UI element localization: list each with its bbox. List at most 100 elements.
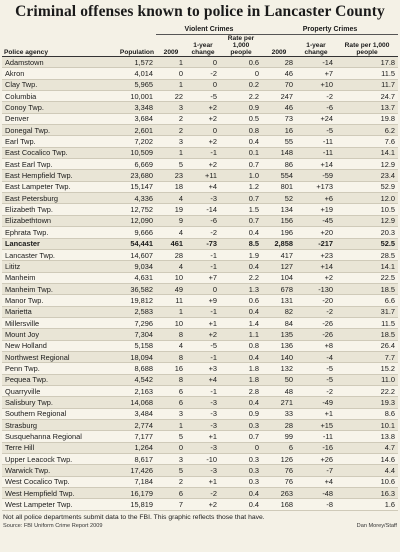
- property-change-cell: -5: [296, 124, 336, 137]
- property-change-cell: -45: [296, 215, 336, 228]
- violent-2009-cell: 22: [156, 90, 186, 103]
- property-rate-cell: 11.7: [336, 79, 398, 92]
- property-change-cell: -20: [296, 294, 336, 307]
- property-change-cell: +20: [296, 226, 336, 239]
- table-row: Ephrata Twp. 9,666 4 -2 0.4 196 +20 20.3: [2, 226, 398, 239]
- agency-cell: Ephrata Twp.: [2, 226, 110, 239]
- violent-2009-cell: 5: [156, 430, 186, 443]
- property-2009-cell: 131: [262, 294, 296, 307]
- violent-2009-cell: 8: [156, 328, 186, 341]
- source-line: Source: FBI Uniform Crime Report 2009: [3, 522, 103, 529]
- property-rate-cell: 26.4: [336, 340, 398, 352]
- table-row: New Holland 5,158 4 -5 0.8 136 +8 26.4: [2, 340, 398, 352]
- property-rate-cell: 8.6: [336, 408, 398, 421]
- population-cell: 1,572: [110, 56, 156, 69]
- table-row: Conoy Twp. 3,348 3 +2 0.9 46 -6 13.7: [2, 101, 398, 114]
- violent-rate-cell: 0.6: [220, 294, 262, 307]
- table-row: West Cocalico Twp. 7,184 2 +1 0.3 76 +4 10.6: [2, 476, 398, 489]
- table-row: East Lampeter Twp. 15,147 18 +4 1.2 801 +173 52…: [2, 181, 398, 194]
- property-2009-cell: 46: [262, 67, 296, 80]
- property-change-cell: -11: [296, 147, 336, 160]
- property-rate-cell: 17.8: [336, 56, 398, 69]
- violent-rate-cell: 0.7: [220, 158, 262, 171]
- violent-2009-cell: 6: [156, 396, 186, 409]
- property-change-cell: -14: [296, 56, 336, 69]
- population-cell: 15,819: [110, 498, 156, 511]
- violent-2009-cell: 2: [156, 476, 186, 489]
- violent-change-cell: +2: [186, 113, 220, 126]
- table-row: Strasburg 2,774 1 -3 0.3 28 +15 10.1: [2, 419, 398, 432]
- table-row: Susquehanna Regional 7,177 5 +1 0.7 99 -11 13.8: [2, 430, 398, 443]
- table-row: Elizabethtown 12,090 9 -6 0.7 156 -45 12.9: [2, 215, 398, 228]
- violent-change-cell: -3: [186, 408, 220, 421]
- property-change-cell: +14: [296, 158, 336, 171]
- population-cell: 18,094: [110, 351, 156, 364]
- table-row: West Hempfield Twp. 16,179 6 -2 0.4 263 -48 16.…: [2, 487, 398, 500]
- property-2009-cell: 127: [262, 260, 296, 273]
- population-cell: 4,542: [110, 374, 156, 386]
- table-row: Millersville 7,296 10 +1 1.4 84 -26 11.5: [2, 317, 398, 330]
- violent-change-cell: -6: [186, 215, 220, 228]
- property-2009-cell: 86: [262, 158, 296, 171]
- agency-cell: Akron: [2, 67, 110, 80]
- agency-cell: East Cocalico Twp.: [2, 147, 110, 160]
- violent-rate-header: Rate per 1,000 people: [220, 34, 262, 57]
- population-cell: 8,688: [110, 362, 156, 375]
- table-body: Adamstown 1,572 1 0 0.6 28 -14 17.8 Akron 4,014 0-…: [2, 56, 398, 511]
- violent-change-cell: +7: [186, 272, 220, 284]
- property-change-cell: +173: [296, 181, 336, 194]
- violent-2009-cell: 0: [156, 442, 186, 455]
- property-change-cell: +4: [296, 476, 336, 489]
- violent-2009-cell: 5: [156, 464, 186, 477]
- violent-change-cell: -1: [186, 306, 220, 318]
- population-cell: 2,583: [110, 306, 156, 318]
- table-row: Salisbury Twp. 14,068 6 -3 0.4 271 -49 19.3: [2, 396, 398, 409]
- violent-change-cell: -10: [186, 453, 220, 466]
- agency-header: Police agency: [2, 34, 110, 57]
- violent-change-cell: +1: [186, 317, 220, 330]
- agency-cell: Warwick Twp.: [2, 464, 110, 477]
- violent-2009-cell: 9: [156, 215, 186, 228]
- violent-2009-cell: 6: [156, 385, 186, 398]
- violent-2009-cell: 7: [156, 498, 186, 511]
- population-cell: 10,509: [110, 147, 156, 160]
- agency-cell: Conoy Twp.: [2, 101, 110, 114]
- agency-cell: Pequea Twp.: [2, 374, 110, 386]
- crime-table: Violent Crimes Property Crimes Police ag…: [2, 24, 398, 511]
- property-2009-cell: 28: [262, 419, 296, 432]
- property-2009-cell: 417: [262, 249, 296, 262]
- violent-rate-cell: 0.9: [220, 101, 262, 114]
- property-2009-cell: 6: [262, 442, 296, 455]
- property-2009-cell: 148: [262, 147, 296, 160]
- table-row: East Petersburg 4,336 4 -3 0.7 52 +6 12.0: [2, 192, 398, 205]
- agency-cell: Earl Twp.: [2, 135, 110, 148]
- violent-rate-cell: 0.7: [220, 430, 262, 443]
- violent-rate-cell: 0.7: [220, 215, 262, 228]
- table-row: Marietta 2,583 1 -1 0.4 82 -2 31.7: [2, 306, 398, 318]
- violent-2009-cell: 19: [156, 203, 186, 216]
- property-2009-cell: 554: [262, 169, 296, 182]
- property-change-cell: -59: [296, 169, 336, 182]
- violent-2009-cell: 1: [156, 147, 186, 160]
- violent-change-cell: 0: [186, 79, 220, 92]
- violent-rate-cell: 0.4: [220, 260, 262, 273]
- violent-rate-cell: 0.4: [220, 306, 262, 318]
- property-2009-cell: 168: [262, 498, 296, 511]
- violent-rate-cell: 1.8: [220, 362, 262, 375]
- agency-cell: Lititz: [2, 260, 110, 273]
- table-row: East Earl Twp. 6,669 5 +2 0.7 86 +14 12.9: [2, 158, 398, 171]
- population-cell: 4,631: [110, 272, 156, 284]
- agency-cell: Susquehanna Regional: [2, 430, 110, 443]
- table-row: Mount Joy 7,304 8 +2 1.1 135 -26 18.5: [2, 328, 398, 341]
- property-rate-cell: 4.4: [336, 464, 398, 477]
- property-rate-cell: 19.8: [336, 113, 398, 126]
- property-rate-cell: 14.1: [336, 147, 398, 160]
- population-cell: 15,147: [110, 181, 156, 194]
- property-rate-cell: 18.5: [336, 283, 398, 296]
- violent-rate-cell: 1.8: [220, 374, 262, 386]
- population-cell: 3,684: [110, 113, 156, 126]
- table-row: Adamstown 1,572 1 0 0.6 28 -14 17.8: [2, 56, 398, 69]
- agency-cell: East Hempfield Twp.: [2, 169, 110, 182]
- property-2009-cell: 247: [262, 90, 296, 103]
